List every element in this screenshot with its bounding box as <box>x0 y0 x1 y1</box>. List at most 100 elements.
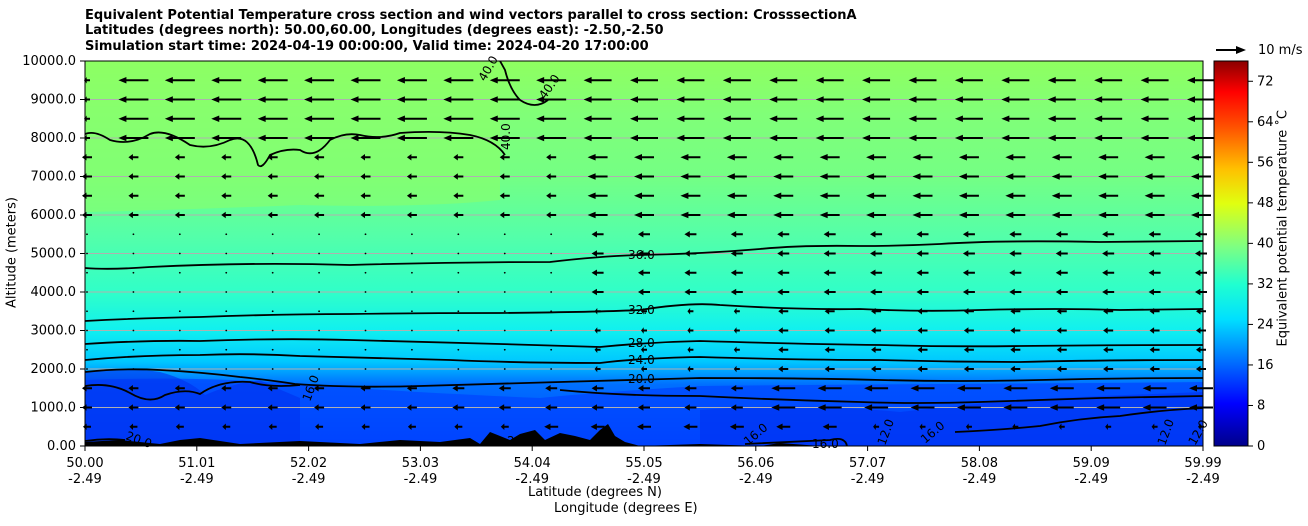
wind-vector <box>318 348 320 351</box>
wind-vector <box>546 192 557 199</box>
wind-vector <box>411 329 413 332</box>
wind-vector <box>910 404 935 411</box>
wind-vector <box>684 385 697 392</box>
wind-vector <box>350 96 381 103</box>
wind-vector <box>873 423 880 430</box>
wind-vector <box>773 154 794 161</box>
wind-vector <box>687 365 694 373</box>
wind-vector <box>174 404 185 411</box>
wind-vector <box>267 404 278 411</box>
wind-vector <box>954 96 983 103</box>
wind-vector <box>824 365 835 373</box>
wind-vector <box>1005 154 1026 161</box>
wind-vector <box>1001 96 1030 103</box>
wind-vector <box>178 368 181 370</box>
wind-vector <box>536 96 567 103</box>
wind-vector <box>641 327 647 334</box>
y-tick-label: 6000.0 <box>31 208 77 223</box>
wind-vector <box>862 77 891 84</box>
wind-vector <box>634 211 654 219</box>
wind-vector <box>687 346 694 353</box>
wind-vector <box>769 115 798 122</box>
wind-vector <box>819 211 840 219</box>
x-tick-label-lon: -2.49 <box>180 472 214 487</box>
wind-vector <box>815 77 844 84</box>
wind-vector <box>676 77 705 84</box>
wind-vector <box>771 404 796 411</box>
wind-vector <box>730 288 743 296</box>
wind-vector <box>908 134 937 142</box>
wind-vector <box>954 115 983 122</box>
wind-vector <box>453 211 464 219</box>
wind-vector <box>733 365 740 373</box>
wind-vector <box>396 115 427 122</box>
wind-vector <box>871 365 882 373</box>
wind-vector <box>257 77 288 84</box>
wind-vector <box>267 385 278 392</box>
wind-vector <box>1140 96 1169 103</box>
wind-vector <box>912 173 933 180</box>
wind-vector <box>963 308 974 315</box>
wind-vector <box>550 329 553 332</box>
wind-vector <box>1140 115 1169 122</box>
x-tick-label-lon: -2.49 <box>627 472 661 487</box>
wind-vector <box>536 134 567 142</box>
colorbar-tick-label: 72 <box>1257 74 1274 89</box>
contour-label-36: 36.0 <box>628 248 655 262</box>
wind-vector <box>866 173 887 180</box>
wind-vector <box>634 154 654 161</box>
wind-vector <box>594 327 601 334</box>
wind-vector <box>730 231 743 238</box>
wind-vector <box>1051 211 1072 219</box>
wind-vector <box>411 368 413 370</box>
wind-vector <box>1009 231 1022 238</box>
x-tick-label-lon: -2.49 <box>1186 472 1220 487</box>
contour-label-32: 32.0 <box>628 303 655 317</box>
contour-line-40-b <box>499 61 549 106</box>
wind-vector <box>221 173 232 180</box>
wind-vector <box>318 368 320 370</box>
wind-vector <box>222 423 231 430</box>
wind-vector <box>730 269 743 276</box>
wind-vector <box>1102 269 1115 276</box>
wind-vector <box>178 348 181 351</box>
wind-vector <box>1144 154 1165 161</box>
x-axis-label-longitude: Longitude (degrees E) <box>554 501 698 516</box>
wind-vector <box>1001 134 1030 142</box>
contour-label-24: 24.0 <box>628 353 655 367</box>
wind-vector <box>641 308 647 315</box>
x-tick-label-lat: 59.09 <box>1073 456 1110 471</box>
wind-vector <box>919 423 926 430</box>
wind-vector <box>1056 327 1067 334</box>
wind-vector <box>314 192 325 199</box>
wind-vector <box>916 269 929 276</box>
wind-vector <box>871 346 882 353</box>
wind-vector <box>211 134 242 142</box>
wind-vector <box>630 115 658 122</box>
colorbar-tick-label: 56 <box>1257 155 1274 170</box>
wind-vector <box>583 134 612 142</box>
wind-vector <box>396 77 427 84</box>
wind-vector <box>1105 423 1112 430</box>
wind-vector <box>315 423 324 430</box>
wind-vector <box>271 291 274 293</box>
wind-vector <box>489 77 520 84</box>
wind-vector <box>958 192 979 199</box>
wind-vector <box>457 252 460 255</box>
wind-vector <box>550 271 553 274</box>
wind-vector <box>499 192 510 199</box>
wind-vector <box>178 329 181 332</box>
wind-vector <box>118 96 149 103</box>
wind-vector <box>396 134 427 142</box>
wind-vector <box>634 173 654 180</box>
y-tick-label: 3000.0 <box>31 324 77 339</box>
wind-vector <box>406 154 417 161</box>
wind-vector <box>406 385 417 392</box>
wind-vector <box>1001 77 1030 84</box>
contour-label-20: 20.0 <box>628 372 655 386</box>
wind-vector <box>318 291 320 293</box>
wind-vector <box>318 329 320 332</box>
wind-vector <box>304 115 335 122</box>
wind-vector <box>132 271 135 274</box>
wind-vector <box>771 385 796 392</box>
